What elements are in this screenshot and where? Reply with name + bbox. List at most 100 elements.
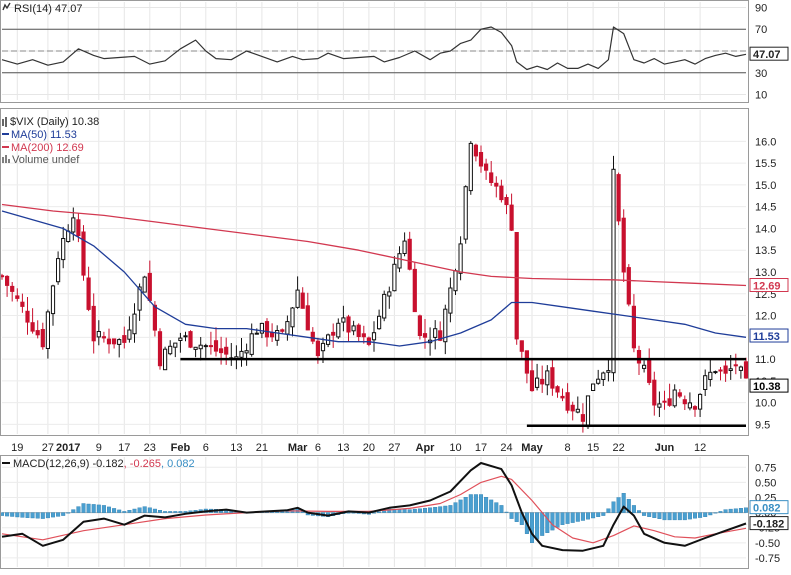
macd-hist-bar [173, 511, 178, 513]
date-axis: 19 27 2017 9 17 23 Feb 6 13 21 Mar 6 13 20 27 Apr 10 17 24… [11, 442, 706, 454]
macd-hist-bar [555, 512, 560, 528]
candle-body [208, 345, 214, 348]
candle-body [117, 339, 122, 345]
macd-hist-bar [652, 512, 657, 518]
candle-body [596, 378, 601, 384]
candle-body [280, 329, 285, 332]
macd-hist-bar [657, 512, 662, 519]
macd-title-macd-value: -0.182 [89, 458, 123, 470]
date-tick-label: Mar [288, 442, 308, 454]
macd-tick-label: -0.50 [755, 538, 780, 550]
macd-hist-bar [514, 512, 519, 522]
candle-body [417, 315, 422, 336]
rsi-tick-label: 10 [755, 90, 767, 102]
candle-body [198, 344, 203, 350]
candle-body [606, 370, 611, 373]
ma200-legend-label: MA(200) 12.69 [11, 142, 84, 154]
ma50-legend-label: MA(50) 11.53 [11, 129, 77, 141]
macd-hist-bar [530, 512, 535, 543]
candle-body [112, 338, 117, 345]
candle-body [382, 293, 387, 319]
price-tick-label: 11.0 [755, 354, 776, 366]
macd-hist-bar [494, 502, 499, 513]
candle-body [178, 337, 183, 342]
candle-body [514, 232, 519, 340]
date-tick-label: 24 [500, 442, 512, 454]
ma-value-label: 12.69 [753, 281, 781, 293]
macd-hist-bar [152, 508, 157, 513]
rsi-tick-label: 30 [755, 68, 767, 80]
macd-hist-bar [723, 509, 728, 513]
candle-body [290, 307, 295, 328]
macd-hist-bar [601, 512, 606, 516]
date-tick-label: 27 [388, 442, 400, 454]
candle-body [458, 243, 463, 274]
candle-body [157, 331, 163, 367]
macd-hist-bar [677, 512, 682, 521]
candle-body [173, 342, 178, 348]
macd-hist-bar [458, 499, 463, 513]
price-tick-label: 15.0 [755, 180, 776, 192]
candle-body [254, 332, 259, 335]
candle-body [30, 322, 35, 332]
candle-body [137, 286, 142, 311]
macd-hist-bar [682, 512, 687, 521]
macd-hist-bar [718, 511, 723, 513]
price-tick-label: 14.5 [755, 202, 776, 214]
candle-body [239, 350, 244, 358]
candle-body [91, 305, 96, 342]
candle-body [657, 403, 662, 408]
stockcharts-logo-icon [2, 2, 11, 11]
macd-hist-bar [687, 512, 692, 520]
macd-hist-bar [412, 508, 417, 513]
macd-hist-bar [637, 510, 642, 513]
macd-hist-bar [5, 512, 10, 517]
macd-hist-bar [178, 511, 183, 513]
price-tick-label: 13.0 [755, 267, 776, 279]
candle-body [346, 316, 351, 333]
macd-hist-bar [423, 508, 428, 513]
candle-body [499, 185, 504, 201]
macd-hist-bar [728, 508, 733, 513]
candle-body [249, 333, 254, 355]
candle-body [361, 333, 366, 338]
candle-body [550, 367, 555, 389]
date-tick-label: Jun [655, 442, 675, 454]
macd-hist-bar [489, 499, 494, 513]
macd-hist-bar [647, 512, 652, 517]
macd-hist-bar [163, 511, 168, 513]
macd-value-label-box [749, 516, 789, 531]
candle-body [76, 219, 81, 237]
volume-bars-icon [2, 155, 10, 163]
candle-body [315, 340, 320, 357]
macd-hist-bar [127, 510, 132, 513]
candle-body [453, 270, 458, 292]
macd-hist-bar [586, 512, 591, 520]
macd-hist-bar [96, 504, 101, 513]
candle-body [585, 395, 591, 428]
candle-body [183, 335, 188, 338]
candle-body [743, 361, 749, 379]
candle-body [193, 346, 198, 350]
macd-legend: MACD(12,26,9) -0.182, -0.265, 0.082 [2, 458, 195, 470]
candle-body [662, 400, 667, 403]
macd-title-hist-value: , 0.082 [161, 458, 195, 470]
rsi-line [1, 26, 747, 71]
candle-body [264, 321, 270, 338]
macd-hist-bar [570, 512, 575, 523]
macd-hist-bar [535, 512, 540, 540]
candle-body [275, 330, 280, 341]
candle-body [708, 371, 713, 380]
date-tick-label: 17 [475, 442, 487, 454]
macd-hist-bar [591, 512, 596, 519]
candle-body [422, 333, 428, 338]
macd-hist-bar [693, 512, 698, 519]
candle-body [672, 389, 677, 407]
macd-hist-bar [30, 512, 35, 519]
candle-body [728, 368, 733, 371]
candle-body [61, 238, 66, 261]
candle-body [392, 263, 397, 292]
price-tick-label: 12.0 [755, 311, 776, 323]
candle-body [478, 152, 484, 167]
macd-hist-bar [499, 505, 504, 513]
